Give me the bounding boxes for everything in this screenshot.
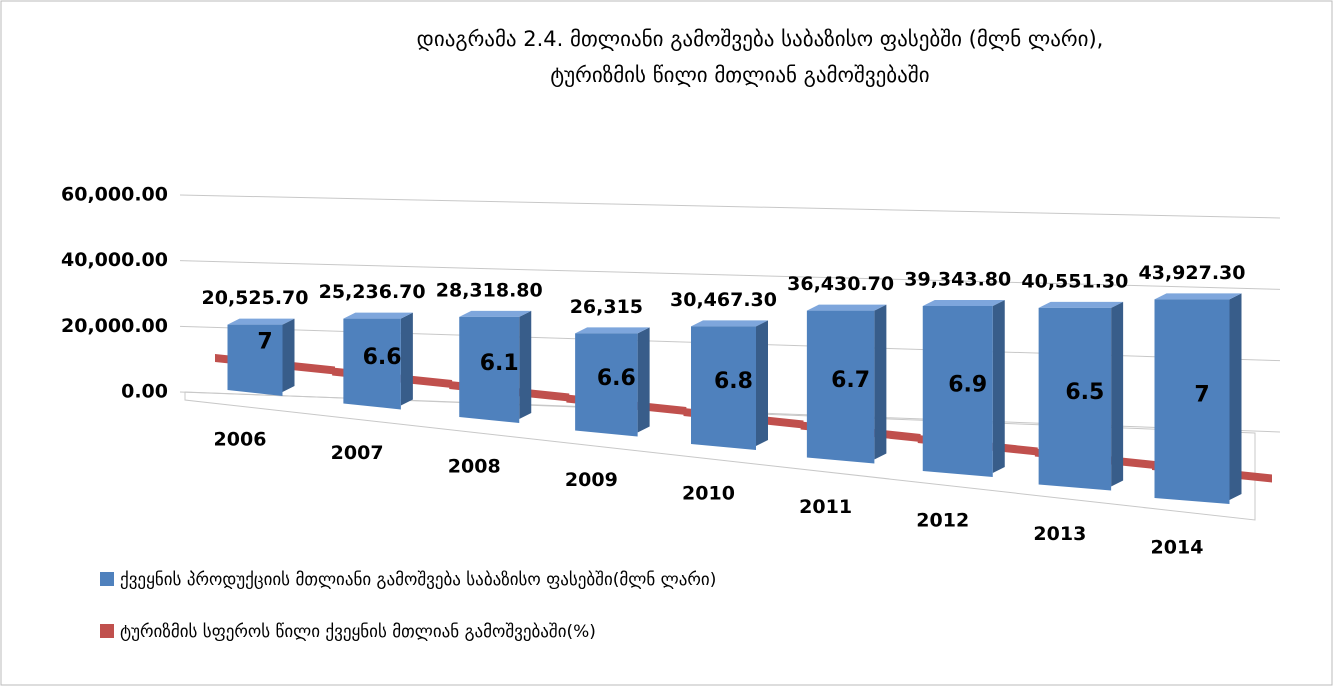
bar bbox=[575, 333, 638, 437]
x-tick-label: 2008 bbox=[448, 456, 501, 478]
bar-top bbox=[806, 304, 887, 311]
data-label: 6.9 bbox=[948, 372, 987, 397]
bar-top bbox=[691, 320, 768, 327]
bar-side bbox=[1111, 301, 1124, 487]
data-label: 40,551.30 bbox=[1021, 270, 1128, 292]
data-label: 36,430.70 bbox=[787, 273, 894, 295]
bar-top bbox=[343, 312, 413, 319]
bar bbox=[459, 316, 520, 423]
bar bbox=[1154, 299, 1230, 504]
bar bbox=[691, 326, 756, 450]
bar bbox=[343, 318, 401, 410]
y-tick-label: 60,000.00 bbox=[61, 184, 168, 206]
bar bbox=[806, 310, 875, 464]
data-label: 6.1 bbox=[480, 351, 519, 376]
data-label: 6.6 bbox=[597, 366, 636, 391]
data-label: 7 bbox=[257, 329, 272, 354]
x-tick-label: 2010 bbox=[682, 483, 735, 505]
bar-side bbox=[874, 304, 887, 460]
x-tick-label: 2007 bbox=[331, 442, 384, 464]
data-label: 43,927.30 bbox=[1139, 262, 1246, 284]
data-label: 6.7 bbox=[831, 368, 870, 393]
bar-side bbox=[400, 312, 413, 406]
floor bbox=[184, 391, 1256, 521]
data-label: 25,236.70 bbox=[319, 281, 426, 303]
bar bbox=[227, 324, 283, 396]
grid-line bbox=[179, 194, 1281, 219]
legend-label: ქვეყნის პროდუქციის მთლიანი გამოშვება საბ… bbox=[120, 570, 716, 590]
bar-top bbox=[922, 299, 1005, 306]
bar bbox=[922, 305, 993, 477]
bar-top bbox=[575, 327, 650, 334]
chart-subtitle: ტურიზმის წილი მთლიან გამოშვებაში bbox=[550, 63, 929, 87]
data-label: 26,315 bbox=[570, 296, 643, 318]
data-label: 28,318.80 bbox=[436, 279, 543, 301]
grid-line bbox=[179, 260, 1281, 290]
data-label: 39,343.80 bbox=[904, 268, 1011, 290]
x-tick-label: 2011 bbox=[799, 496, 852, 518]
bar-side bbox=[1229, 293, 1242, 500]
chart-title: დიაგრამა 2.4. მთლიანი გამოშვება საბაზისო… bbox=[417, 27, 1104, 51]
bar-top bbox=[459, 310, 532, 317]
data-label: 7 bbox=[1194, 383, 1209, 408]
legend-swatch bbox=[100, 572, 114, 586]
data-label: 6.5 bbox=[1065, 380, 1104, 405]
bar-side bbox=[282, 318, 295, 392]
data-label: 6.8 bbox=[714, 369, 753, 394]
bar-side bbox=[519, 310, 532, 419]
data-label: 6.6 bbox=[363, 345, 402, 370]
x-tick-label: 2009 bbox=[565, 469, 618, 491]
data-label: 30,467.30 bbox=[670, 289, 777, 311]
x-tick-label: 2012 bbox=[916, 510, 969, 532]
y-tick-label: 0.00 bbox=[121, 381, 168, 403]
bar-top bbox=[227, 318, 295, 325]
legend-swatch bbox=[100, 624, 114, 638]
bar-top bbox=[1154, 293, 1242, 300]
bar-side bbox=[756, 320, 768, 446]
x-tick-label: 2014 bbox=[1151, 537, 1204, 559]
bar-side bbox=[992, 299, 1005, 473]
bar-side bbox=[637, 327, 650, 433]
x-tick-label: 2006 bbox=[214, 429, 267, 451]
bar bbox=[1038, 307, 1112, 491]
bar-top bbox=[1038, 301, 1124, 308]
legend-label: ტურიზმის სფეროს წილი ქვეყნის მთლიან გამო… bbox=[120, 622, 596, 642]
y-tick-label: 20,000.00 bbox=[61, 315, 168, 337]
y-tick-label: 40,000.00 bbox=[61, 249, 168, 271]
data-label: 20,525.70 bbox=[202, 287, 309, 309]
x-tick-label: 2013 bbox=[1033, 523, 1086, 545]
